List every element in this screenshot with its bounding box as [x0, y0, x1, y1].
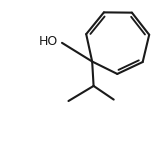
Text: HO: HO — [38, 35, 58, 48]
